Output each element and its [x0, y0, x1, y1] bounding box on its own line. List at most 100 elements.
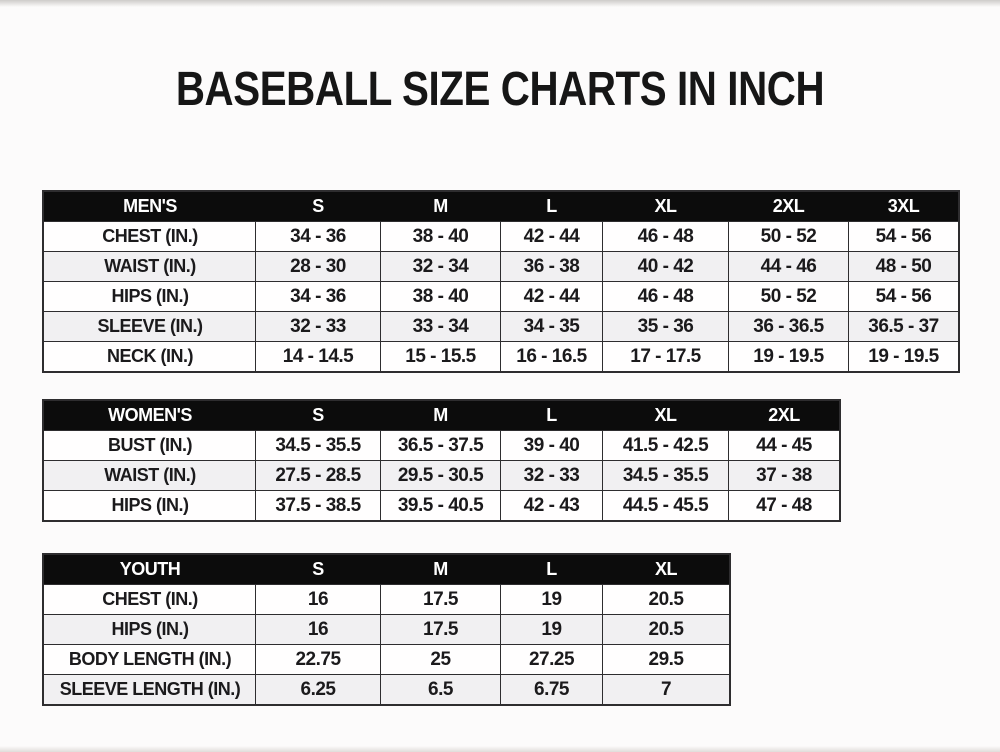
row-label-cell: BUST (IN.): [108, 435, 193, 455]
table-row: WAIST (IN.) 27.5 - 28.5 29.5 - 30.5 32 - 33…: [44, 460, 839, 490]
table-row: CHEST (IN.) 16 17.5 19 20.5: [44, 584, 729, 614]
header-row: WOMEN'S S M L XL 2XL: [44, 401, 839, 430]
mens-size-table: MEN'S S M L XL 2XL 3XL CHEST (IN.) 34 - 36 38 - 4…: [42, 190, 960, 373]
value-cell: 46 - 48: [602, 222, 728, 251]
size-column-header: 2XL: [768, 405, 800, 425]
value-cell: 19 - 19.5: [728, 342, 848, 371]
value-cell: 22.75: [255, 645, 380, 674]
value-cell: 39.5 - 40.5: [380, 491, 500, 520]
row-label-cell: HIPS (IN.): [111, 619, 189, 639]
row-label-cell: HIPS (IN.): [111, 495, 189, 515]
size-column-header: XL: [654, 405, 677, 425]
row-label-cell: CHEST (IN.): [102, 589, 198, 609]
table-row: SLEEVE LENGTH (IN.) 6.25 6.5 6.75 7: [44, 674, 729, 704]
size-column-header: S: [312, 405, 324, 425]
value-cell: 14 - 14.5: [255, 342, 380, 371]
value-cell: 44 - 45: [728, 431, 839, 460]
value-cell: 42 - 44: [500, 282, 602, 311]
value-cell: 29.5 - 30.5: [380, 461, 500, 490]
value-cell: 19: [500, 615, 602, 644]
value-cell: 47 - 48: [728, 491, 839, 520]
table-row: HIPS (IN.) 16 17.5 19 20.5: [44, 614, 729, 644]
table-row: HIPS (IN.) 34 - 36 38 - 40 42 - 44 46 - 48 50…: [44, 281, 958, 311]
table-row: CHEST (IN.) 34 - 36 38 - 40 42 - 44 46 - 48 5…: [44, 221, 958, 251]
value-cell: 16 - 16.5: [500, 342, 602, 371]
row-label-cell: BODY LENGTH (IN.): [68, 649, 232, 669]
value-cell: 6.25: [255, 675, 380, 704]
value-cell: 40 - 42: [602, 252, 728, 281]
value-cell: 36.5 - 37.5: [380, 431, 500, 460]
row-label-cell: SLEEVE (IN.): [97, 316, 203, 336]
table-name-cell: YOUTH: [119, 559, 181, 579]
value-cell: 15 - 15.5: [380, 342, 500, 371]
value-cell: 34 - 35: [500, 312, 602, 341]
size-column-header: XL: [654, 559, 678, 579]
value-cell: 17.5: [380, 615, 500, 644]
value-cell: 54 - 56: [848, 282, 958, 311]
table-row: BODY LENGTH (IN.) 22.75 25 27.25 29.5: [44, 644, 729, 674]
size-column-header: L: [546, 405, 557, 425]
value-cell: 39 - 40: [500, 431, 602, 460]
value-cell: 36 - 38: [500, 252, 602, 281]
value-cell: 35 - 36: [602, 312, 728, 341]
table-row: SLEEVE (IN.) 32 - 33 33 - 34 34 - 35 35 - 36…: [44, 311, 958, 341]
header-row: YOUTH S M L XL: [44, 555, 729, 584]
size-column-header: S: [312, 196, 324, 216]
value-cell: 6.5: [380, 675, 500, 704]
value-cell: 42 - 44: [500, 222, 602, 251]
value-cell: 34 - 36: [255, 222, 380, 251]
value-cell: 44.5 - 45.5: [602, 491, 728, 520]
size-column-header: 3XL: [887, 196, 920, 216]
value-cell: 50 - 52: [728, 282, 848, 311]
row-label-cell: CHEST (IN.): [102, 226, 198, 246]
youth-size-table: YOUTH S M L XL CHEST (IN.) 16 17.5 19 20.5 HIPS (I…: [42, 553, 731, 706]
value-cell: 17.5: [380, 585, 500, 614]
size-column-header: M: [433, 559, 448, 579]
value-cell: 41.5 - 42.5: [602, 431, 728, 460]
row-label-cell: SLEEVE LENGTH (IN.): [59, 679, 241, 699]
size-column-header: S: [312, 559, 324, 579]
table-name-cell: WOMEN'S: [108, 405, 192, 425]
value-cell: 38 - 40: [380, 282, 500, 311]
table-row: NECK (IN.) 14 - 14.5 15 - 15.5 16 - 16.5 17 …: [44, 341, 958, 371]
table-name-cell: MEN'S: [123, 196, 177, 216]
row-label-cell: HIPS (IN.): [111, 286, 189, 306]
value-cell: 16: [255, 615, 380, 644]
value-cell: 36.5 - 37: [848, 312, 958, 341]
value-cell: 37.5 - 38.5: [255, 491, 380, 520]
row-label-cell: NECK (IN.): [107, 346, 194, 366]
value-cell: 29.5: [602, 645, 729, 674]
value-cell: 48 - 50: [848, 252, 958, 281]
value-cell: 37 - 38: [728, 461, 839, 490]
value-cell: 6.75: [500, 675, 602, 704]
value-cell: 44 - 46: [728, 252, 848, 281]
value-cell: 19: [500, 585, 602, 614]
value-cell: 28 - 30: [255, 252, 380, 281]
size-column-header: M: [433, 196, 448, 216]
size-column-header: 2XL: [772, 196, 805, 216]
row-label-cell: WAIST (IN.): [104, 465, 196, 485]
value-cell: 7: [602, 675, 729, 704]
value-cell: 34.5 - 35.5: [255, 431, 380, 460]
table-row: BUST (IN.) 34.5 - 35.5 36.5 - 37.5 39 - 40 4…: [44, 430, 839, 460]
size-column-header: L: [546, 196, 557, 216]
row-label-cell: WAIST (IN.): [104, 256, 196, 276]
value-cell: 36 - 36.5: [728, 312, 848, 341]
value-cell: 34 - 36: [255, 282, 380, 311]
value-cell: 16: [255, 585, 380, 614]
value-cell: 27.25: [500, 645, 602, 674]
value-cell: 33 - 34: [380, 312, 500, 341]
value-cell: 32 - 33: [255, 312, 380, 341]
value-cell: 25: [380, 645, 500, 674]
value-cell: 42 - 43: [500, 491, 602, 520]
value-cell: 54 - 56: [848, 222, 958, 251]
size-column-header: XL: [654, 196, 677, 216]
table-row: HIPS (IN.) 37.5 - 38.5 39.5 - 40.5 42 - 43 4…: [44, 490, 839, 520]
value-cell: 34.5 - 35.5: [602, 461, 728, 490]
value-cell: 38 - 40: [380, 222, 500, 251]
value-cell: 46 - 48: [602, 282, 728, 311]
value-cell: 19 - 19.5: [848, 342, 958, 371]
size-column-header: M: [433, 405, 448, 425]
size-column-header: L: [546, 559, 557, 579]
value-cell: 20.5: [602, 615, 729, 644]
